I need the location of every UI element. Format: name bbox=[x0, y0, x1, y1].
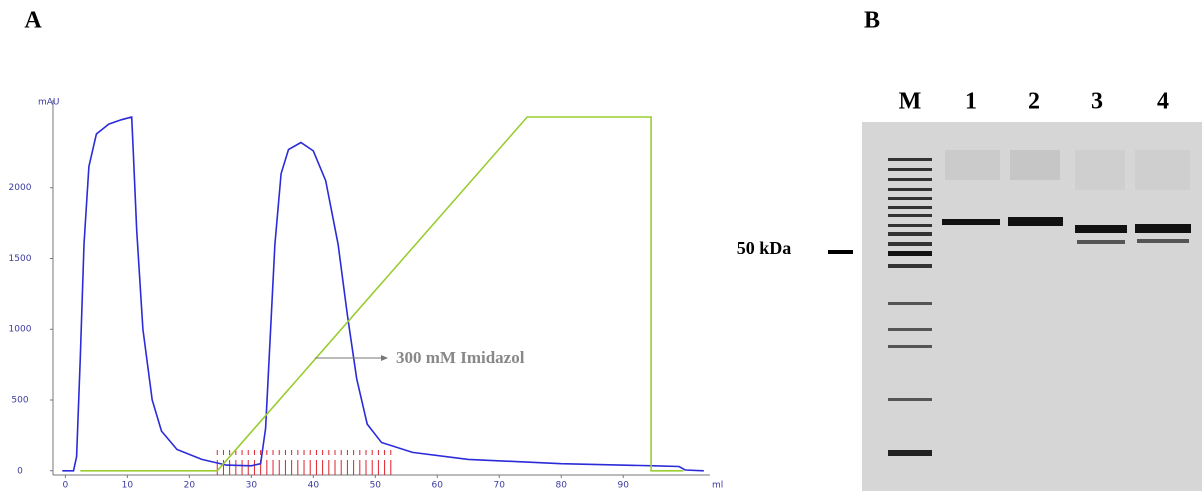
x-axis-label: ml bbox=[712, 481, 723, 491]
y-tick-label: 500 bbox=[11, 396, 28, 406]
lane-label: 3 bbox=[1091, 89, 1103, 115]
smear bbox=[1135, 150, 1190, 190]
lane-label: 1 bbox=[965, 89, 977, 115]
y-tick-label: 1000 bbox=[9, 325, 32, 335]
x-tick-label: 50 bbox=[370, 481, 382, 491]
series-line bbox=[62, 117, 704, 471]
x-tick-label: 30 bbox=[246, 481, 258, 491]
x-tick-label: 90 bbox=[617, 481, 629, 491]
smear bbox=[1010, 150, 1060, 180]
x-tick-label: 10 bbox=[122, 481, 134, 491]
figure: A B mAU ml 0 500 1000 1500 2000 0 10 20 30 40 50 60 70… bbox=[0, 0, 1202, 491]
lane-label: 2 bbox=[1028, 89, 1040, 115]
x-tick-label: 20 bbox=[184, 481, 196, 491]
marker-label: 50 kDa bbox=[737, 238, 792, 258]
annotation: 300 mM Imidazol bbox=[396, 348, 525, 367]
series-line bbox=[80, 117, 683, 471]
y-tick-label: 0 bbox=[17, 466, 23, 476]
x-tick-label: 0 bbox=[63, 481, 69, 491]
gel-image: 50 kDa M 1 2 3 4 bbox=[737, 89, 1202, 491]
panel-label: A bbox=[24, 8, 42, 34]
y-axis-label: mAU bbox=[38, 98, 60, 108]
lane-label: 4 bbox=[1157, 89, 1169, 115]
x-tick-label: 60 bbox=[432, 481, 444, 491]
x-tick-label: 80 bbox=[556, 481, 568, 491]
smear bbox=[1075, 150, 1125, 190]
x-tick-label: 40 bbox=[308, 481, 320, 491]
page: A B mAU ml 0 500 1000 1500 2000 0 10 20 30 40 50 60 70… bbox=[0, 0, 1202, 491]
y-tick-label: 2000 bbox=[9, 183, 32, 193]
x-tick-label: 70 bbox=[494, 481, 506, 491]
chromatogram: mAU ml 0 500 1000 1500 2000 0 10 20 30 40 50 60 70 80 90… bbox=[9, 98, 724, 491]
panel-label: B bbox=[864, 8, 880, 34]
annotation-arrowhead bbox=[381, 355, 388, 361]
smear bbox=[945, 150, 1000, 180]
y-tick-label: 1500 bbox=[9, 254, 32, 264]
lane-label: M bbox=[899, 89, 922, 115]
